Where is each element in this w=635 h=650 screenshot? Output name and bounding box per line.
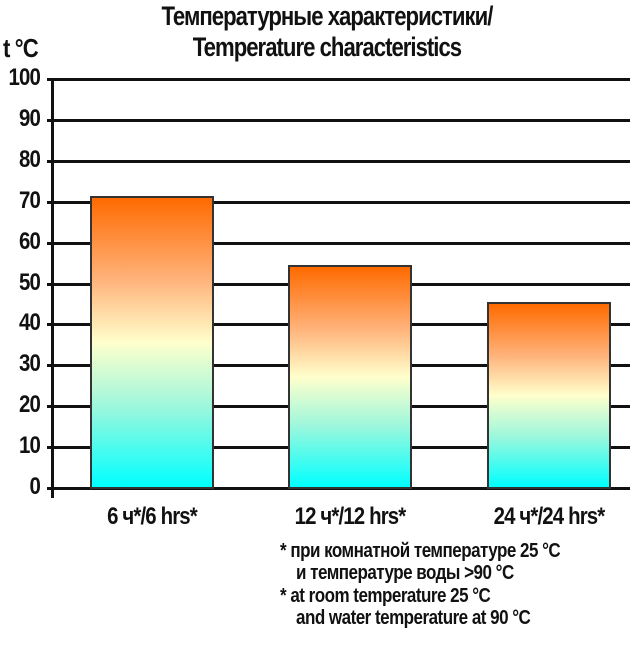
y-axis-line — [51, 78, 54, 498]
gridline-70 — [47, 200, 630, 204]
x-label-12h: 12 ч*/12 hrs* — [294, 503, 407, 530]
y-tick-label-10: 10 — [19, 432, 41, 460]
footnote-en-line2: and water temperature at 90 °C — [296, 607, 531, 629]
y-tick-label-80: 80 — [19, 145, 41, 173]
y-tick-label-100: 100 — [8, 64, 41, 91]
gridline-90 — [47, 118, 630, 122]
bar-3 — [487, 301, 611, 489]
footnote-ru-line2: и температуре воды >90 °C — [296, 562, 514, 584]
gridline-80 — [47, 159, 630, 163]
gridline-60 — [47, 241, 630, 245]
y-tick-label-40: 40 — [19, 309, 41, 337]
chart-title-ru: Температурные характеристики/ — [161, 1, 493, 31]
y-axis-unit-label: t °C — [3, 33, 39, 63]
chart-title-en: Temperature characteristics — [192, 32, 462, 62]
footnote-en-line1: * at room temperature 25 °C — [280, 585, 491, 607]
y-tick-label-50: 50 — [19, 268, 41, 296]
y-tick-label-70: 70 — [19, 186, 41, 214]
footnote-ru-line1: * при комнатной температуре 25 °C — [280, 540, 561, 562]
y-tick-label-60: 60 — [19, 227, 41, 255]
gridline-100 — [47, 78, 630, 81]
x-label-24h: 24 ч*/24 hrs* — [493, 503, 606, 530]
y-tick-label-20: 20 — [19, 391, 41, 419]
bar-1 — [90, 195, 214, 489]
x-label-6h: 6 ч*/6 hrs* — [107, 503, 198, 530]
y-tick-label-0: 0 — [29, 473, 40, 500]
bar-2 — [288, 265, 412, 489]
y-tick-label-30: 30 — [19, 350, 41, 378]
y-tick-label-90: 90 — [19, 104, 41, 132]
